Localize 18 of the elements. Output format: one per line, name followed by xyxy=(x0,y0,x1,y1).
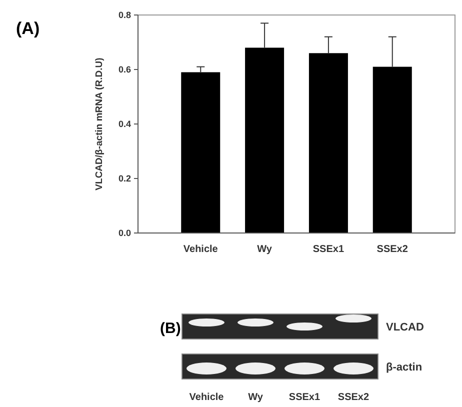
x-tick-label: SSEx2 xyxy=(376,244,408,255)
x-tick-label: SSEx1 xyxy=(312,244,344,255)
category-label: VLCAD xyxy=(386,321,424,334)
y-tick-label: 0.0 xyxy=(118,228,131,238)
category-label: SSEx1 xyxy=(288,392,320,403)
category-label: SSEx2 xyxy=(338,392,370,403)
y-tick-label: 0.6 xyxy=(118,64,131,75)
x-tick-label: Wy xyxy=(257,244,272,255)
y-tick-label: 0.4 xyxy=(118,119,131,130)
x-tick-label: Vehicle xyxy=(183,244,218,255)
y-tick-label: 0.8 xyxy=(118,10,131,20)
chart-title: (A) xyxy=(16,19,40,38)
category-label: Vehicle xyxy=(189,392,224,403)
y-tick-label: 0.2 xyxy=(118,174,131,184)
category-label: β-actin xyxy=(386,361,422,374)
text: (B) xyxy=(160,320,181,337)
y-axis-title: VLCAD/β-actin mRNA (R.D.U) xyxy=(94,58,105,190)
category-label: Wy xyxy=(248,392,264,403)
